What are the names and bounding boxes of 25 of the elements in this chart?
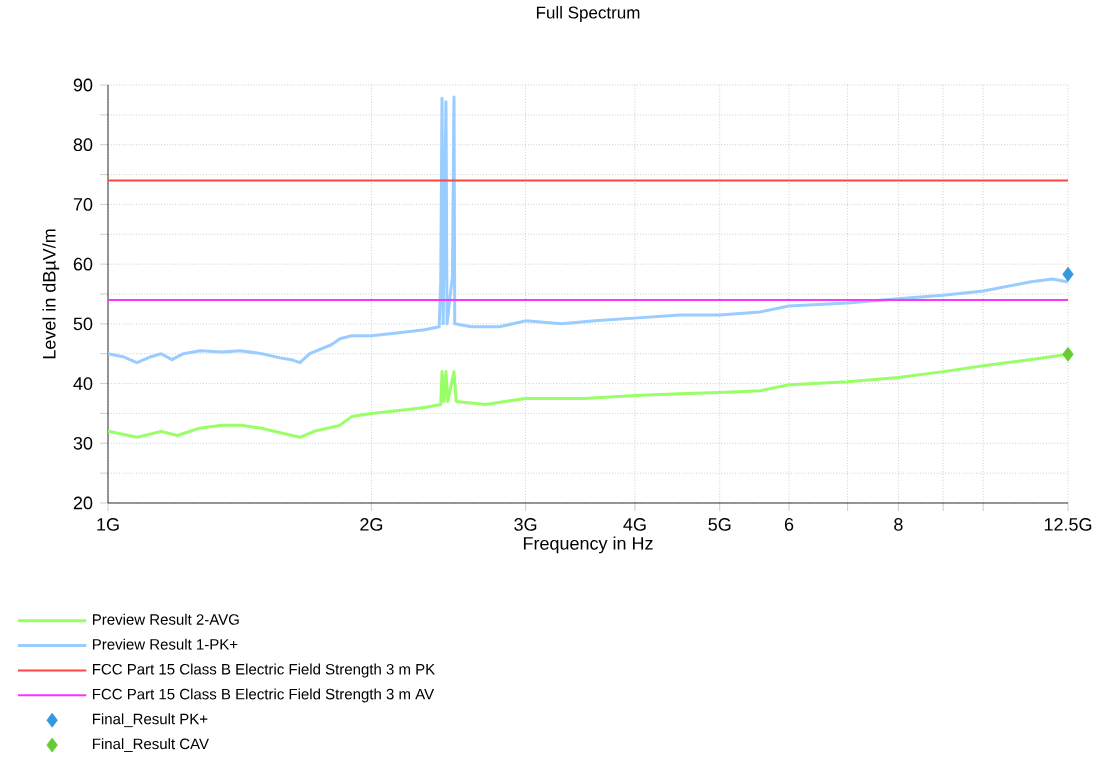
legend-label: Preview Result 1-PK+ — [92, 638, 238, 650]
y-tick-label: 80 — [73, 138, 93, 152]
x-tick-label: 8 — [894, 518, 903, 531]
x-tick-label: 6 — [784, 518, 794, 531]
legend-label: Final_Result CAV — [92, 738, 209, 752]
chart-title: Full Spectrum — [536, 6, 640, 22]
x-tick-label: 2G — [360, 518, 383, 531]
x-axis-title: Frequency in Hz — [523, 536, 653, 554]
x-tick-label: 12.5G — [1044, 518, 1092, 531]
legend-label: FCC Part 15 Class B Electric Field Strength 3 m AV — [92, 688, 435, 703]
y-tick-label: 30 — [73, 436, 93, 450]
y-tick-label: 40 — [73, 377, 93, 390]
y-tick-label: 50 — [73, 317, 93, 331]
y-tick-label: 70 — [73, 198, 93, 211]
y-tick-label: 60 — [73, 257, 93, 271]
x-tick-label: 4G — [623, 518, 646, 531]
x-tick-label: 1G — [97, 518, 119, 531]
y-tick-label: 90 — [73, 78, 93, 92]
legend-label: Preview Result 2-AVG — [92, 613, 239, 625]
legend-label: Final_Result PK+ — [92, 713, 208, 728]
y-axis-title: Level in dBµV/m — [42, 229, 60, 359]
x-tick-label: 3G — [514, 518, 537, 531]
x-tick-label: 5G — [708, 518, 731, 531]
legend-label: FCC Part 15 Class B Electric Field Strength 3 m PK — [92, 663, 435, 678]
y-tick-label: 20 — [73, 496, 93, 510]
